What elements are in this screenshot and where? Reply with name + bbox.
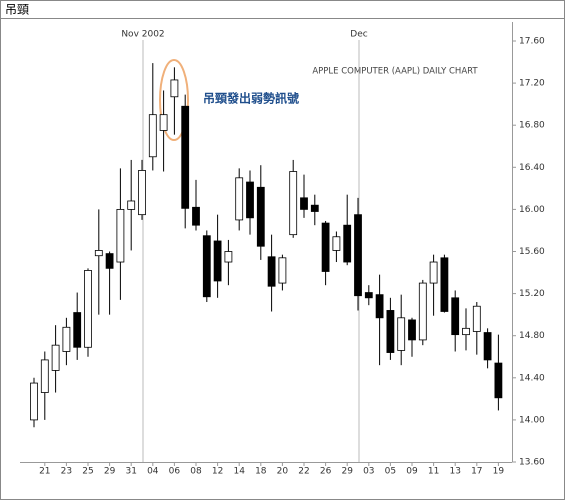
- candle-body: [51, 344, 60, 371]
- candle-body: [332, 236, 341, 251]
- chart-annotation: APPLE COMPUTER (AAPL) DAILY CHART: [312, 67, 478, 77]
- signal-note: 吊頸發出弱勢訊號: [203, 91, 299, 106]
- y-tick-label: 13.60: [519, 458, 545, 468]
- candle-body: [62, 326, 71, 352]
- x-tick-label: 11: [428, 467, 439, 477]
- candle-body: [386, 310, 395, 353]
- x-tick-label: 25: [82, 467, 93, 477]
- x-tick-label: 12: [212, 467, 223, 477]
- candle-body: [159, 114, 168, 131]
- candle-body: [170, 79, 179, 98]
- y-tick-label: 16.40: [519, 163, 545, 173]
- candle-body: [267, 256, 276, 287]
- candle-body: [429, 261, 438, 284]
- x-tick-label: 05: [385, 467, 396, 477]
- candle-body: [310, 204, 319, 212]
- candle-body: [40, 359, 49, 393]
- x-tick-label: 19: [493, 467, 505, 477]
- candle-body: [181, 105, 190, 209]
- y-tick-label: 17.60: [519, 37, 545, 47]
- x-tick-label: 20: [277, 467, 289, 477]
- candle-body: [256, 186, 265, 247]
- x-tick-label: 18: [255, 467, 267, 477]
- candle-body: [462, 327, 470, 336]
- candle-body: [343, 224, 352, 263]
- candle-body: [472, 305, 481, 332]
- x-tick-label: 31: [125, 467, 136, 477]
- candle-body: [300, 197, 308, 210]
- candle-body: [408, 319, 416, 341]
- candle-body: [138, 170, 146, 216]
- candle-body: [354, 214, 362, 297]
- candle-body: [30, 382, 38, 421]
- candle-body: [440, 257, 449, 312]
- x-tick-label: 08: [190, 467, 202, 477]
- y-tick-label: 15.20: [519, 289, 545, 299]
- header-title: 吊頸: [5, 3, 29, 17]
- highlight-ellipse: [159, 59, 189, 141]
- candle-body: [494, 362, 503, 399]
- y-tick-label: 16.80: [519, 121, 545, 131]
- candle-body: [94, 250, 103, 257]
- candle-body: [192, 206, 200, 226]
- y-tick-label: 16.00: [519, 205, 545, 215]
- candle-body: [148, 114, 157, 158]
- month-label: Dec: [350, 30, 367, 40]
- x-tick-label: 22: [298, 467, 309, 477]
- x-tick-label: 17: [471, 467, 482, 477]
- candle-body: [213, 240, 222, 282]
- x-tick-label: 29: [341, 467, 353, 477]
- candle-body: [116, 208, 125, 263]
- x-tick-label: 04: [147, 467, 159, 477]
- candle-body: [235, 177, 244, 221]
- x-tick-label: 26: [320, 467, 332, 477]
- candle-body: [375, 294, 384, 319]
- candle-body: [364, 292, 373, 299]
- candle-body: [289, 171, 298, 236]
- candle-body: [105, 253, 114, 269]
- candle-body: [397, 317, 406, 351]
- y-tick-label: 14.40: [519, 373, 545, 383]
- x-tick-label: 13: [449, 467, 460, 477]
- y-tick-label: 14.00: [519, 415, 545, 425]
- month-label: Nov 2002: [121, 30, 164, 40]
- x-tick-label: 06: [169, 467, 181, 477]
- x-tick-label: 23: [61, 467, 72, 477]
- x-tick-label: 14: [233, 467, 245, 477]
- x-tick-label: 29: [104, 467, 116, 477]
- candle-body: [127, 200, 136, 210]
- x-tick-label: 09: [406, 467, 418, 477]
- candle-body: [278, 257, 287, 284]
- candle-body: [224, 251, 233, 263]
- candle-body: [483, 332, 492, 361]
- candle-body: [418, 282, 427, 341]
- x-tick-label: 21: [39, 467, 50, 477]
- candle-body: [202, 235, 211, 298]
- candle-body: [84, 270, 92, 348]
- y-tick-label: 17.20: [519, 79, 545, 89]
- candle-body: [73, 312, 82, 348]
- y-tick-label: 15.60: [519, 247, 545, 257]
- candle-body: [451, 297, 460, 336]
- x-tick-label: 03: [363, 467, 374, 477]
- candle-body: [246, 181, 254, 219]
- y-tick-label: 14.80: [519, 331, 545, 341]
- candle-body: [321, 222, 330, 272]
